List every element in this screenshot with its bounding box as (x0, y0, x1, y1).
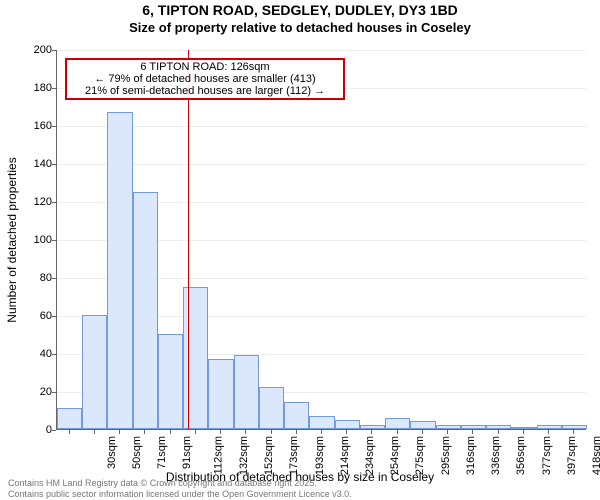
chart-subtitle: Size of property relative to detached ho… (0, 20, 600, 35)
ytick-mark (52, 392, 56, 393)
xtick-mark (321, 430, 322, 434)
xtick-mark (573, 430, 574, 434)
chart-title: 6, TIPTON ROAD, SEDGLEY, DUDLEY, DY3 1BD (0, 2, 600, 18)
ytick-label: 60 (12, 310, 52, 322)
xtick-label: 132sqm (238, 436, 250, 475)
xtick-label: 275sqm (415, 436, 427, 475)
histogram-bar (309, 416, 334, 429)
xtick-label: 254sqm (389, 436, 401, 475)
xtick-mark (422, 430, 423, 434)
xtick-label: 316sqm (465, 436, 477, 475)
xtick-label: 71sqm (156, 436, 168, 469)
xtick-label: 397sqm (566, 436, 578, 475)
xtick-mark (220, 430, 221, 434)
histogram-bar (208, 359, 233, 429)
histogram-bar (259, 387, 284, 429)
ytick-mark (52, 430, 56, 431)
xtick-mark (271, 430, 272, 434)
histogram-bar (410, 421, 435, 429)
ytick-mark (52, 354, 56, 355)
histogram-chart: 6, TIPTON ROAD, SEDGLEY, DUDLEY, DY3 1BD… (0, 0, 600, 500)
xtick-mark (296, 430, 297, 434)
histogram-bar (537, 425, 562, 429)
annotation-line-1: 6 TIPTON ROAD: 126sqm (73, 61, 337, 73)
ytick-mark (52, 164, 56, 165)
gridline (57, 164, 586, 165)
ytick-mark (52, 202, 56, 203)
ytick-mark (52, 278, 56, 279)
footer-attribution: Contains HM Land Registry data © Crown c… (8, 478, 352, 499)
gridline (57, 126, 586, 127)
ytick-label: 120 (12, 196, 52, 208)
histogram-bar (511, 427, 536, 429)
xtick-label: 193sqm (314, 436, 326, 475)
xtick-mark (94, 430, 95, 434)
xtick-label: 295sqm (440, 436, 452, 475)
xtick-label: 30sqm (106, 436, 118, 469)
xtick-mark (245, 430, 246, 434)
histogram-bar (158, 334, 183, 429)
xtick-mark (472, 430, 473, 434)
xtick-label: 173sqm (288, 436, 300, 475)
xtick-label: 336sqm (490, 436, 502, 475)
xtick-label: 356sqm (516, 436, 528, 475)
property-marker-line (188, 50, 189, 429)
histogram-bar (183, 287, 208, 430)
xtick-mark (144, 430, 145, 434)
xtick-label: 214sqm (339, 436, 351, 475)
histogram-bar (107, 112, 132, 429)
histogram-bar (562, 425, 587, 429)
annotation-line-2: ← 79% of detached houses are smaller (41… (73, 73, 337, 85)
histogram-bar (234, 355, 259, 429)
ytick-label: 80 (12, 272, 52, 284)
ytick-label: 40 (12, 348, 52, 360)
footer-line-2: Contains public sector information licen… (8, 489, 352, 499)
xtick-label: 91sqm (181, 436, 193, 469)
ytick-label: 140 (12, 158, 52, 170)
xtick-mark (397, 430, 398, 434)
footer-line-1: Contains HM Land Registry data © Crown c… (8, 478, 352, 488)
annotation-box: 6 TIPTON ROAD: 126sqm← 79% of detached h… (65, 58, 345, 100)
ytick-mark (52, 50, 56, 51)
ytick-label: 20 (12, 386, 52, 398)
ytick-label: 0 (12, 424, 52, 436)
histogram-bar (284, 402, 309, 429)
xtick-label: 50sqm (131, 436, 143, 469)
histogram-bar (57, 408, 82, 429)
xtick-mark (170, 430, 171, 434)
gridline (57, 50, 586, 51)
ytick-mark (52, 126, 56, 127)
xtick-mark (119, 430, 120, 434)
histogram-bar (133, 192, 158, 430)
xtick-mark (346, 430, 347, 434)
histogram-bar (486, 425, 511, 429)
histogram-bar (335, 420, 360, 430)
annotation-line-3: 21% of semi-detached houses are larger (… (73, 85, 337, 97)
histogram-bar (436, 425, 461, 429)
ytick-mark (52, 316, 56, 317)
histogram-bar (360, 425, 385, 429)
xtick-mark (523, 430, 524, 434)
xtick-mark (69, 430, 70, 434)
xtick-mark (548, 430, 549, 434)
histogram-bar (82, 315, 107, 429)
histogram-bar (461, 425, 486, 429)
ytick-label: 160 (12, 120, 52, 132)
xtick-label: 418sqm (591, 436, 600, 475)
xtick-mark (371, 430, 372, 434)
ytick-mark (52, 88, 56, 89)
ytick-label: 200 (12, 44, 52, 56)
xtick-mark (195, 430, 196, 434)
ytick-label: 100 (12, 234, 52, 246)
ytick-label: 180 (12, 82, 52, 94)
xtick-label: 152sqm (263, 436, 275, 475)
xtick-label: 377sqm (541, 436, 553, 475)
xtick-mark (498, 430, 499, 434)
xtick-mark (447, 430, 448, 434)
xtick-label: 234sqm (364, 436, 376, 475)
plot-area: 6 TIPTON ROAD: 126sqm← 79% of detached h… (56, 50, 586, 430)
ytick-mark (52, 240, 56, 241)
xtick-label: 112sqm (212, 436, 224, 474)
histogram-bar (385, 418, 410, 429)
